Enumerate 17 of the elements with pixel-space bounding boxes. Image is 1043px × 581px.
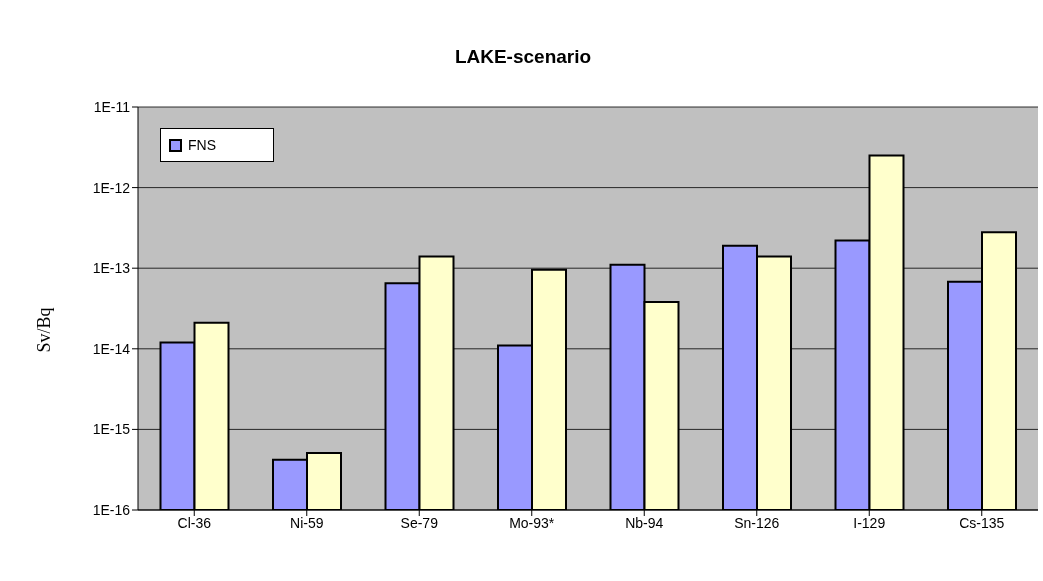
x-tick-label: Mo-93* [509, 514, 555, 531]
x-tick-label: Ni-59 [290, 514, 324, 531]
y-tick-label: 1E-13 [92, 260, 131, 277]
x-tick-label: Cl-36 [177, 514, 212, 531]
y-tick-label: 1E-16 [92, 501, 131, 518]
y-tick-label: 1E-14 [92, 340, 131, 357]
x-tick-label: Se-79 [400, 514, 439, 531]
y-axis-title: Sv/Bq [33, 307, 55, 353]
legend-label: FNS [188, 137, 216, 153]
x-tick-label: Sn-126 [734, 514, 780, 531]
y-tick-label: 1E-11 [93, 98, 131, 115]
x-tick-label: I-129 [853, 514, 886, 531]
chart-title: LAKE-scenario [453, 46, 593, 68]
y-tick-label: 1E-12 [92, 179, 131, 196]
x-tick-label: Nb-94 [625, 514, 664, 531]
x-tick-label: Cs-135 [959, 514, 1005, 531]
y-tick-label: 1E-15 [92, 421, 131, 438]
